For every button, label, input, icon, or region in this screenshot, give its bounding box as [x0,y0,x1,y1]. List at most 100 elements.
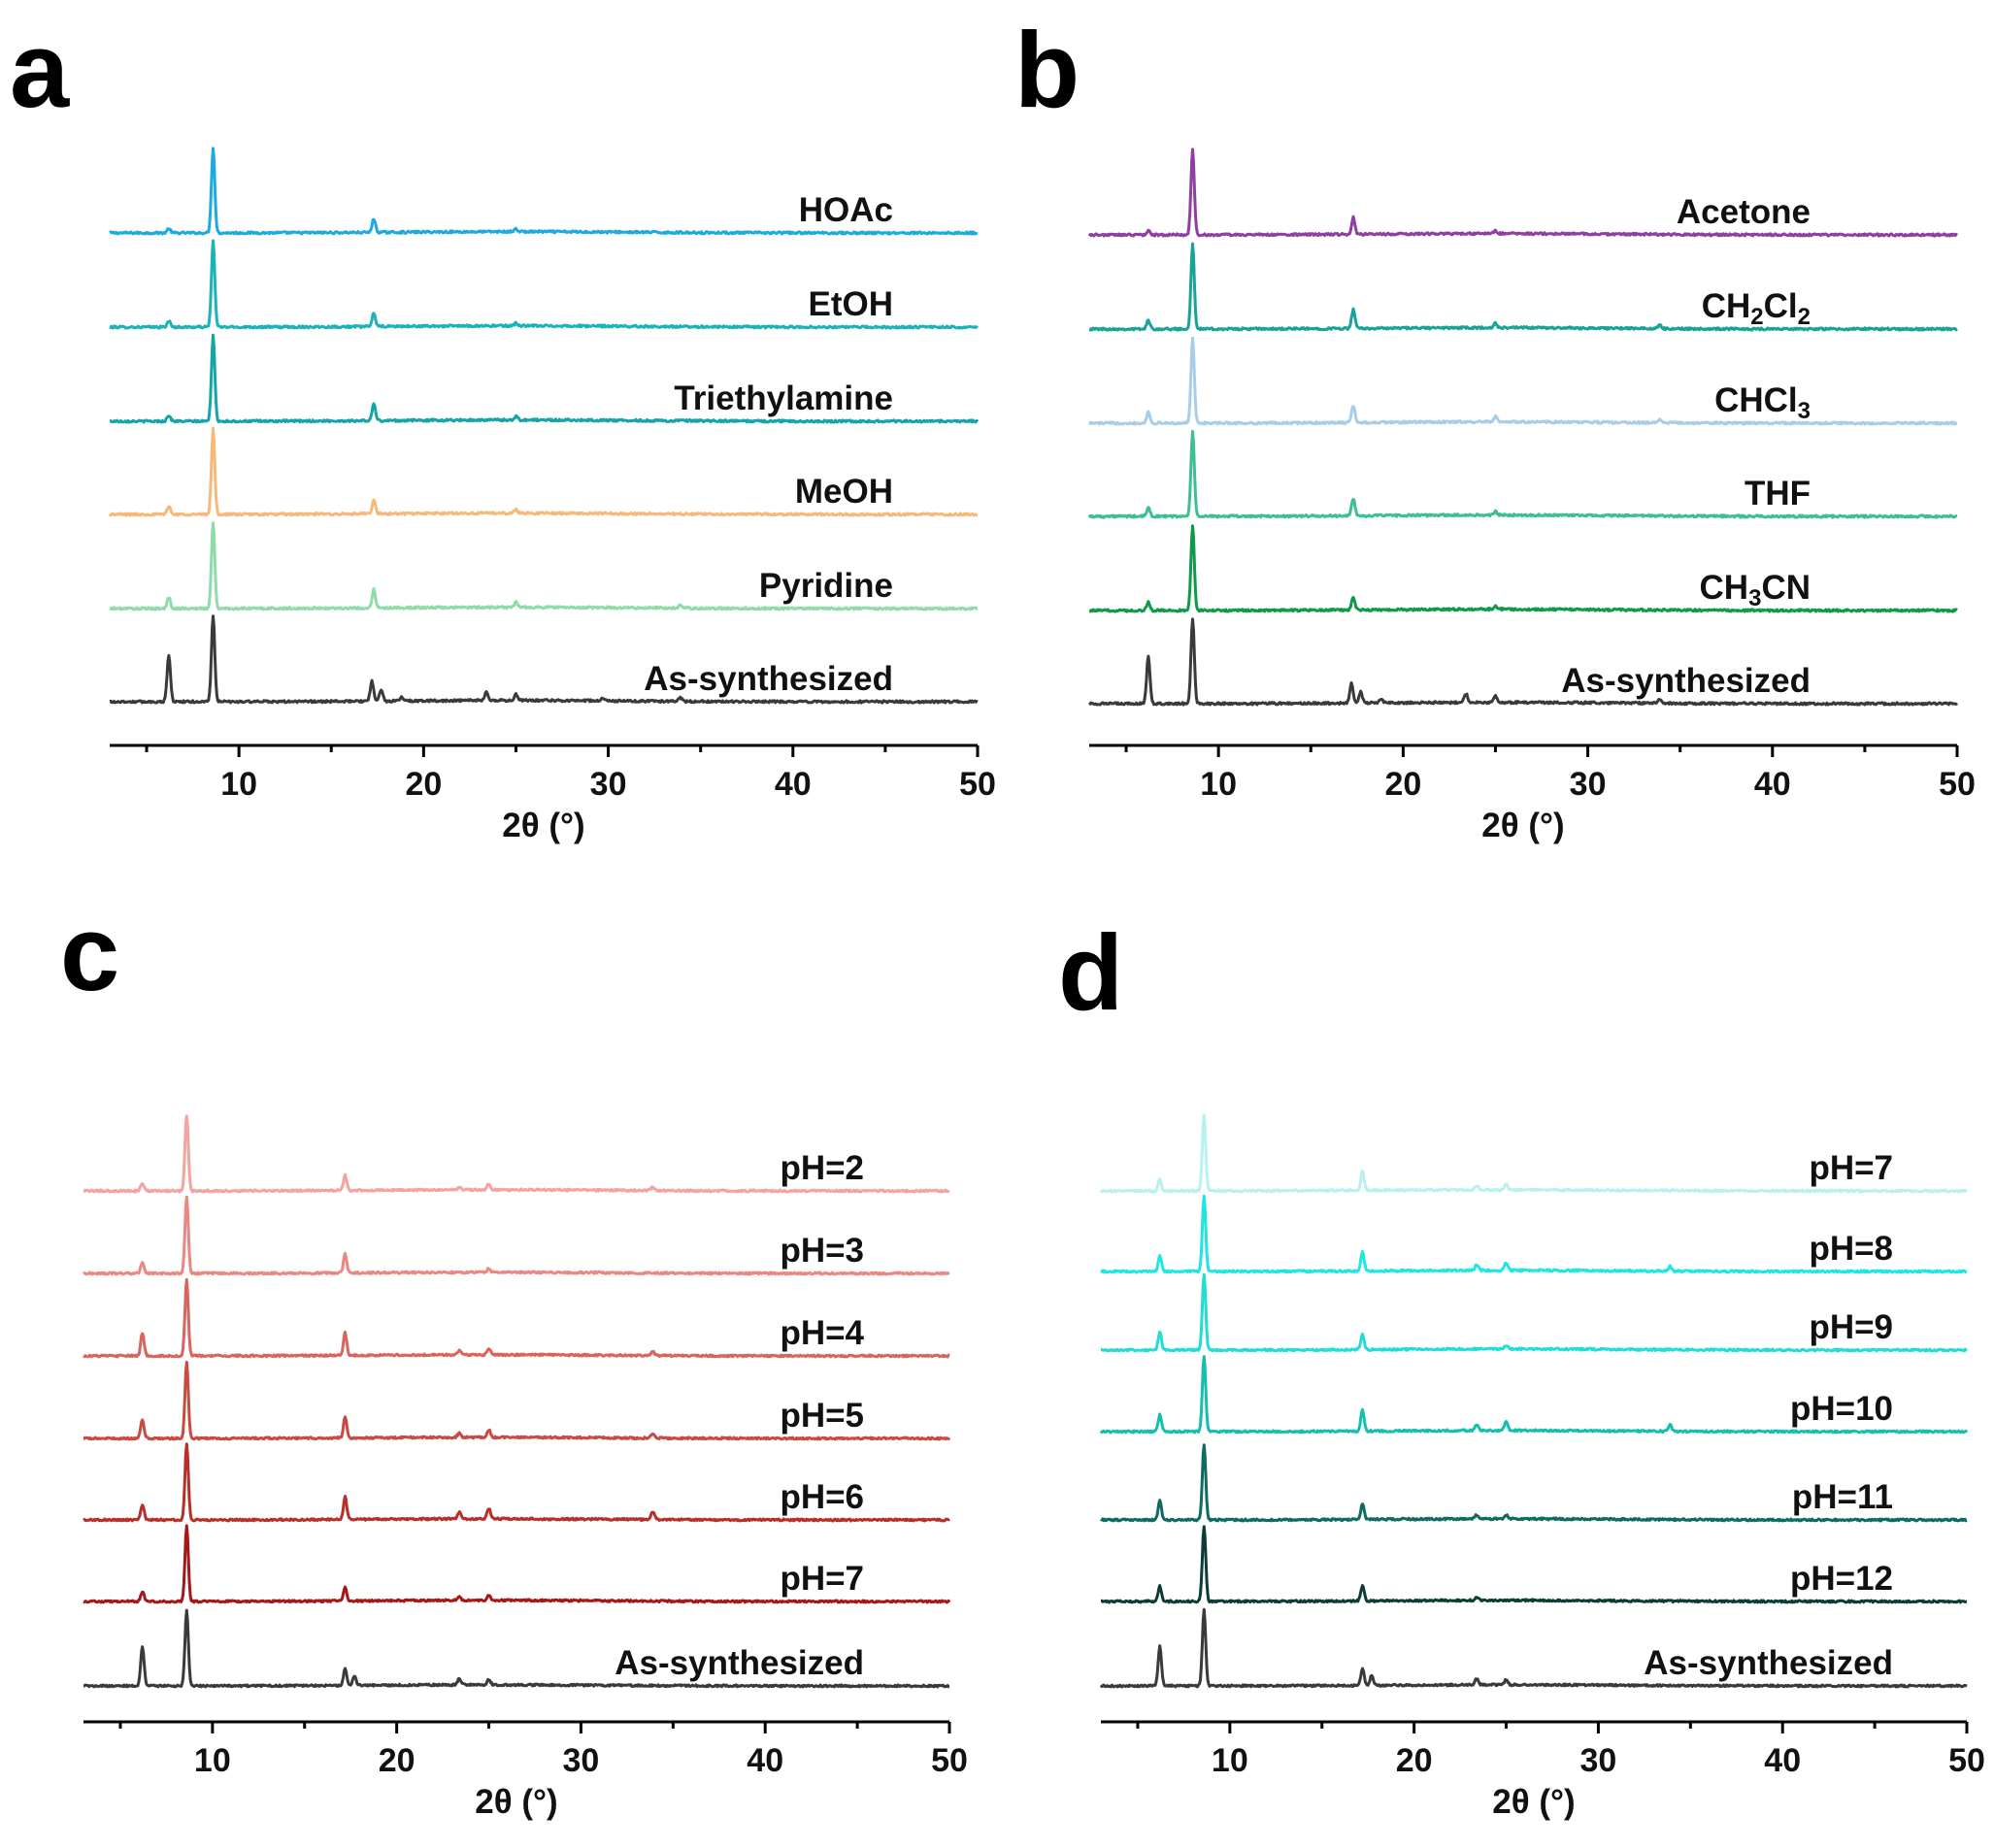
series-label: pH=8 [1809,1230,1893,1268]
x-tick-label: 10 [194,1742,231,1779]
series-label: Pyridine [759,567,893,605]
label-text: Cl [1764,287,1798,325]
label-subscript: 2 [1798,304,1811,330]
x-tick-label: 20 [379,1742,415,1779]
label-text: pH=10 [1790,1390,1893,1428]
label-text: CHCl [1714,381,1798,419]
series-trace [109,239,979,330]
series-trace [1087,148,1959,238]
series-trace [1087,430,1958,519]
x-tick-label: 10 [1212,1742,1248,1779]
x-tick-label: 10 [220,766,257,803]
x-axis-title: 2θ (°) [475,1783,557,1821]
series-label: MeOH [795,473,893,511]
label-text: pH=4 [780,1314,864,1352]
label-text: As-synthesized [1561,662,1811,700]
label-text: THF [1745,475,1811,512]
series-trace [1099,1355,1969,1435]
x-tick-label: 40 [747,1742,783,1779]
series-label: pH=4 [780,1314,864,1352]
label-subscript: 3 [1748,585,1761,611]
x-tick-label: 20 [405,766,442,803]
series-label: THF [1745,475,1811,512]
series-trace [1088,617,1959,707]
label-text: pH=12 [1790,1560,1893,1598]
panel-b: bAcetoneCH2Cl2CHCl3THFCH3CNAs-synthesize… [1014,11,1976,844]
series-label: pH=10 [1790,1390,1893,1428]
x-tick-label: 30 [1580,1742,1617,1779]
series-trace [108,426,979,517]
panel-letter: a [10,11,70,130]
panel-letter: d [1058,913,1123,1033]
x-tick-label: 50 [959,766,996,803]
label-text: Acetone [1677,193,1811,231]
panel-letter: b [1014,11,1080,130]
panel-letter: c [60,894,119,1013]
series-trace [83,1361,951,1441]
series-trace [1100,1525,1968,1604]
series-label: Triethylamine [674,380,893,417]
x-tick-label: 50 [1948,1742,1985,1779]
series-label: CH2Cl2 [1702,287,1811,330]
series-label: HOAc [799,191,893,229]
series-label: pH=12 [1790,1560,1893,1598]
series-label: As-synthesized [1561,662,1811,700]
series-label: pH=9 [1809,1308,1893,1346]
series-trace [109,614,979,705]
label-text: pH=8 [1809,1230,1893,1268]
label-text: pH=5 [780,1397,864,1435]
label-text: CH [1700,569,1749,607]
label-text: CN [1761,569,1811,607]
series-label: pH=11 [1792,1478,1893,1516]
series-label: As-synthesized [615,1644,864,1682]
label-text: As-synthesized [644,660,893,698]
series-trace [83,1114,950,1194]
series-trace [83,1442,950,1523]
label-text: CH [1702,287,1751,325]
label-text: Pyridine [759,567,893,605]
series-trace [1099,1113,1968,1194]
series-label: pH=3 [780,1232,864,1270]
label-text: pH=3 [780,1232,864,1270]
series-trace [1088,336,1958,426]
series-trace [109,521,979,611]
x-tick-label: 50 [1939,766,1976,803]
x-tick-label: 20 [1396,1742,1433,1779]
panel-a: a HOAc EtOH Triethylamine MeOH Pyridine As-syn… [10,11,996,844]
series-trace [1088,524,1958,613]
series-label: pH=2 [780,1149,864,1187]
series-trace [83,1277,950,1359]
label-text: As-synthesized [1644,1644,1893,1682]
label-text: As-synthesized [615,1644,864,1682]
x-tick-label: 30 [590,766,627,803]
label-text: pH=9 [1809,1308,1893,1346]
series-trace [83,1608,950,1689]
x-tick-label: 30 [563,1742,600,1779]
series-trace [1100,1272,1968,1353]
x-tick-label: 40 [1764,1742,1801,1779]
label-text: pH=7 [780,1560,864,1598]
label-text: pH=11 [1792,1478,1893,1516]
series-label: pH=7 [780,1560,864,1598]
series-label: Acetone [1677,193,1811,231]
x-tick-label: 40 [775,766,812,803]
panel-c: c pH=2 pH=3 pH=4 pH=5 pH=6 pH=7 As-synthesized 1… [60,894,968,1821]
series-label: pH=5 [780,1397,864,1435]
x-tick-label: 50 [931,1742,968,1779]
series-trace [109,333,980,424]
label-text: pH=2 [780,1149,864,1187]
label-text: HOAc [799,191,893,229]
series-trace [83,1524,951,1604]
label-text: pH=6 [780,1478,864,1516]
x-tick-label: 20 [1384,766,1421,803]
series-trace [1100,1443,1968,1523]
series-label: pH=7 [1809,1149,1893,1187]
series-trace [83,1195,950,1276]
x-tick-label: 40 [1754,766,1791,803]
series-label: As-synthesized [1644,1644,1893,1682]
series-trace [1100,1194,1968,1274]
x-axis-title: 2θ (°) [502,807,584,844]
label-text: EtOH [809,285,894,323]
x-axis-title: 2θ (°) [1481,807,1564,844]
